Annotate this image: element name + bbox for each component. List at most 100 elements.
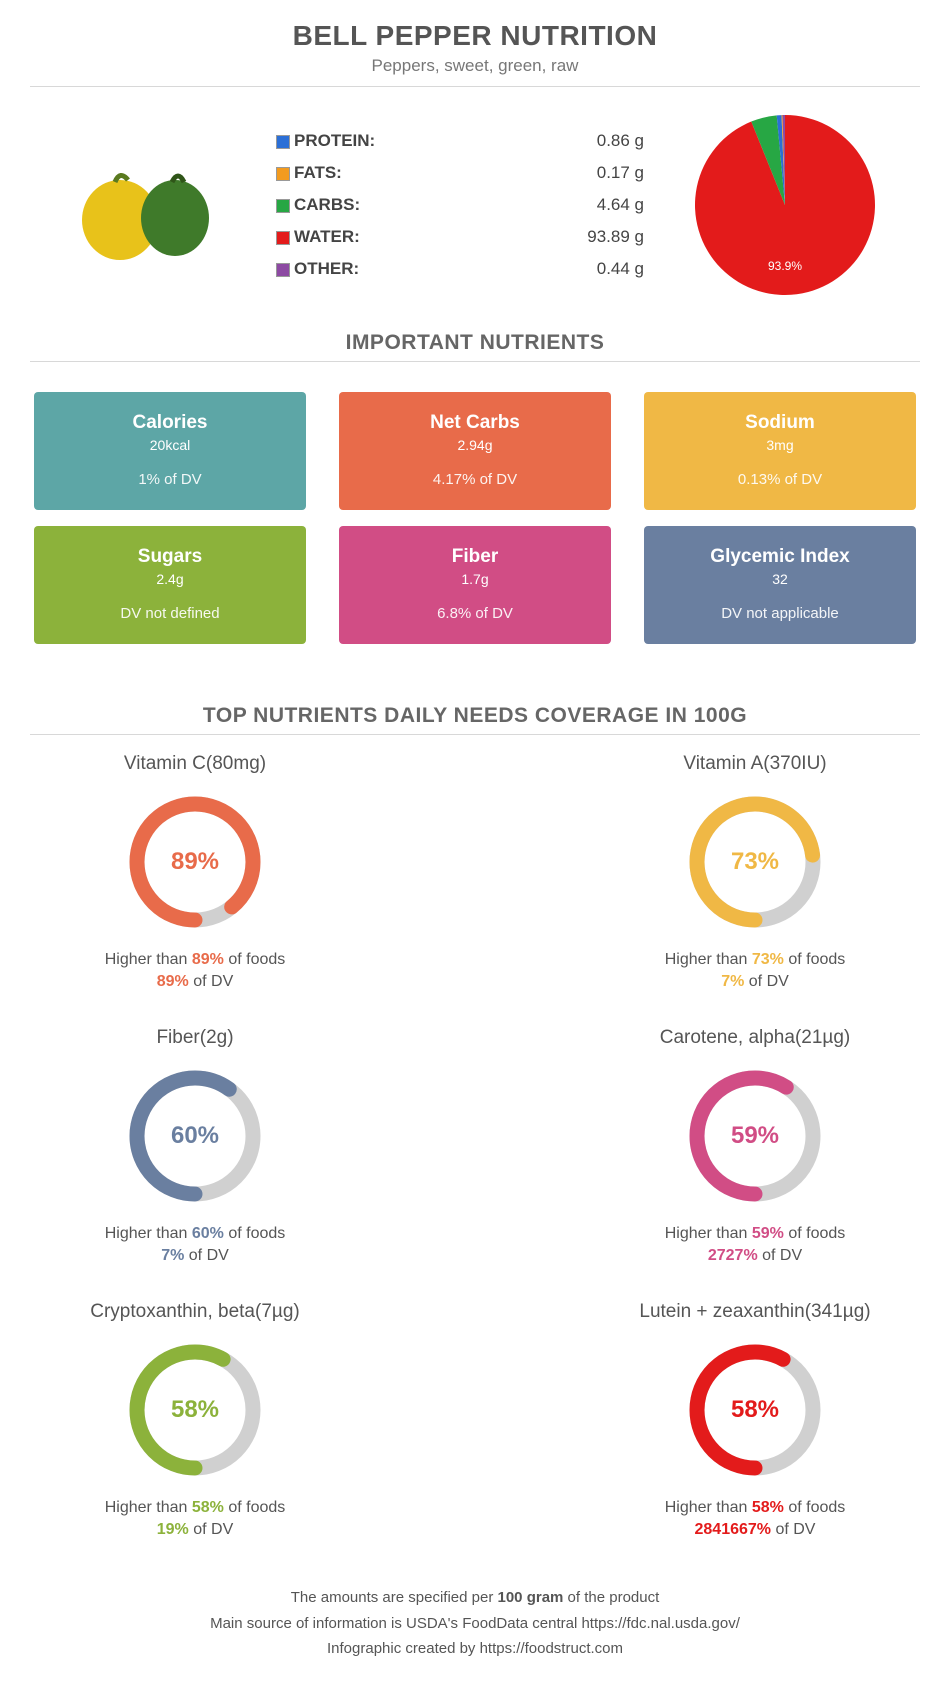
donut-grid: Vitamin C(80mg) 89% Higher than 89% of f… [30,753,920,1565]
page-subtitle: Peppers, sweet, green, raw [30,56,920,76]
donut-item: Vitamin C(80mg) 89% Higher than 89% of f… [60,753,330,991]
donut-compare: Higher than 60% of foods [60,1225,330,1243]
card-value: 2.4g [44,571,296,587]
footer-text: of the product [563,1589,659,1606]
donut-title: Lutein + zeaxanthin(341µg) [620,1301,890,1323]
food-image [60,140,240,270]
card-value: 20kcal [44,437,296,453]
donut-dv: 2727% of DV [620,1247,890,1265]
footer-bold: 100 gram [498,1589,564,1606]
nutrient-card: Fiber 1.7g 6.8% of DV [339,526,611,644]
donut-compare: Higher than 59% of foods [620,1225,890,1243]
donut-item: Carotene, alpha(21µg) 59% Higher than 59… [620,1027,890,1265]
donut-title: Carotene, alpha(21µg) [620,1027,890,1049]
donut-item: Lutein + zeaxanthin(341µg) 58% Higher th… [620,1301,890,1539]
macro-label: WATER: [294,227,360,246]
pie-label: 93.9% [768,259,802,273]
macro-row: WATER: 93.89 g [272,222,648,252]
card-dv: DV not defined [44,605,296,622]
header: BELL PEPPER NUTRITION Peppers, sweet, gr… [30,20,920,76]
macro-label: CARBS: [294,195,360,214]
section-title-coverage: TOP NUTRIENTS DAILY NEEDS COVERAGE IN 10… [30,704,920,728]
macro-label: FATS: [294,163,342,182]
macro-swatch [276,231,290,245]
donut-chart: 59% [680,1061,830,1211]
card-title: Calories [44,412,296,434]
donut-chart: 73% [680,787,830,937]
donut-chart: 60% [120,1061,270,1211]
card-value: 2.94g [349,437,601,453]
donut-dv: 2841667% of DV [620,1521,890,1539]
card-value: 32 [654,571,906,587]
nutrient-card: Sodium 3mg 0.13% of DV [644,392,916,510]
macro-row: PROTEIN: 0.86 g [272,126,648,156]
card-value: 1.7g [349,571,601,587]
donut-pct: 59% [731,1122,779,1150]
donut-dv: 7% of DV [620,973,890,991]
donut-compare: Higher than 89% of foods [60,951,330,969]
macro-value: 4.64 g [548,190,648,220]
donut-chart: 89% [120,787,270,937]
donut-pct: 58% [171,1396,219,1424]
donut-chart: 58% [120,1335,270,1485]
donut-pct: 73% [731,848,779,876]
footer: The amounts are specified per 100 gram o… [30,1585,920,1662]
divider [30,86,920,87]
nutrient-cards: Calories 20kcal 1% of DV Net Carbs 2.94g … [30,392,920,644]
macro-label: OTHER: [294,259,359,278]
donut-item: Vitamin A(370IU) 73% Higher than 73% of … [620,753,890,991]
nutrient-card: Glycemic Index 32 DV not applicable [644,526,916,644]
card-title: Net Carbs [349,412,601,434]
macro-value: 0.44 g [548,254,648,284]
donut-compare: Higher than 58% of foods [60,1499,330,1517]
card-title: Fiber [349,546,601,568]
donut-item: Fiber(2g) 60% Higher than 60% of foods 7… [60,1027,330,1265]
donut-dv: 89% of DV [60,973,330,991]
macro-table: PROTEIN:0.86 gFATS:0.17 gCARBS:4.64 gWAT… [270,124,650,286]
macro-value: 93.89 g [548,222,648,252]
donut-title: Fiber(2g) [60,1027,330,1049]
macro-row: CARBS: 4.64 g [272,190,648,220]
nutrient-card: Sugars 2.4g DV not defined [34,526,306,644]
pie-chart: 93.9% [680,105,890,305]
macro-swatch [276,167,290,181]
card-dv: 0.13% of DV [654,471,906,488]
macro-label: PROTEIN: [294,131,375,150]
card-title: Sodium [654,412,906,434]
nutrient-card: Net Carbs 2.94g 4.17% of DV [339,392,611,510]
macro-swatch [276,199,290,213]
card-dv: 4.17% of DV [349,471,601,488]
footer-line-1: The amounts are specified per 100 gram o… [30,1585,920,1611]
card-value: 3mg [654,437,906,453]
donut-item: Cryptoxanthin, beta(7µg) 58% Higher than… [60,1301,330,1539]
donut-dv: 19% of DV [60,1521,330,1539]
donut-pct: 58% [731,1396,779,1424]
macro-row: OTHER: 0.44 g [272,254,648,284]
macro-swatch [276,263,290,277]
section-title-nutrients: IMPORTANT NUTRIENTS [30,331,920,355]
donut-pct: 89% [171,848,219,876]
page-title: BELL PEPPER NUTRITION [30,20,920,52]
card-dv: 1% of DV [44,471,296,488]
nutrient-card: Calories 20kcal 1% of DV [34,392,306,510]
macro-value: 0.86 g [548,126,648,156]
footer-line-2: Main source of information is USDA's Foo… [30,1611,920,1637]
donut-title: Vitamin A(370IU) [620,753,890,775]
macro-row: FATS: 0.17 g [272,158,648,188]
donut-compare: Higher than 73% of foods [620,951,890,969]
donut-compare: Higher than 58% of foods [620,1499,890,1517]
card-title: Glycemic Index [654,546,906,568]
card-dv: DV not applicable [654,605,906,622]
donut-chart: 58% [680,1335,830,1485]
footer-line-3: Infographic created by https://foodstruc… [30,1636,920,1662]
divider [30,361,920,362]
top-row: PROTEIN:0.86 gFATS:0.17 gCARBS:4.64 gWAT… [30,105,920,305]
donut-pct: 60% [171,1122,219,1150]
donut-dv: 7% of DV [60,1247,330,1265]
macro-swatch [276,135,290,149]
donut-title: Vitamin C(80mg) [60,753,330,775]
footer-text: The amounts are specified per [291,1589,498,1606]
donut-title: Cryptoxanthin, beta(7µg) [60,1301,330,1323]
macro-value: 0.17 g [548,158,648,188]
card-title: Sugars [44,546,296,568]
